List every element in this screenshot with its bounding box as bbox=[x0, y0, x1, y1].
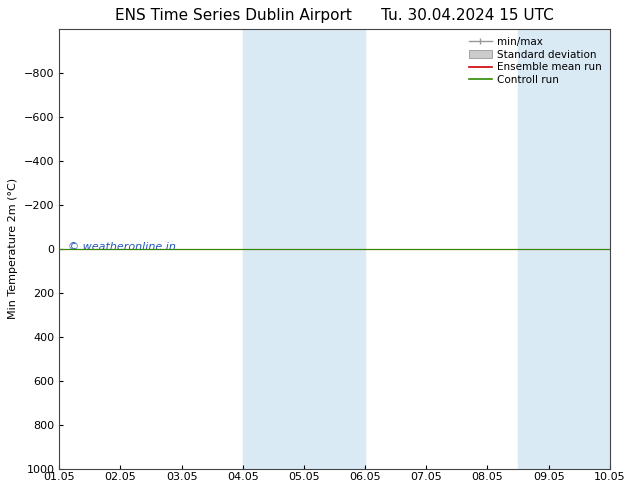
Bar bbox=[518, 29, 610, 469]
Text: © weatheronline.in: © weatheronline.in bbox=[67, 242, 176, 251]
Y-axis label: Min Temperature 2m (°C): Min Temperature 2m (°C) bbox=[8, 178, 18, 319]
Bar bbox=[243, 29, 365, 469]
Title: ENS Time Series Dublin Airport      Tu. 30.04.2024 15 UTC: ENS Time Series Dublin Airport Tu. 30.04… bbox=[115, 8, 554, 24]
Legend: min/max, Standard deviation, Ensemble mean run, Controll run: min/max, Standard deviation, Ensemble me… bbox=[465, 34, 605, 88]
